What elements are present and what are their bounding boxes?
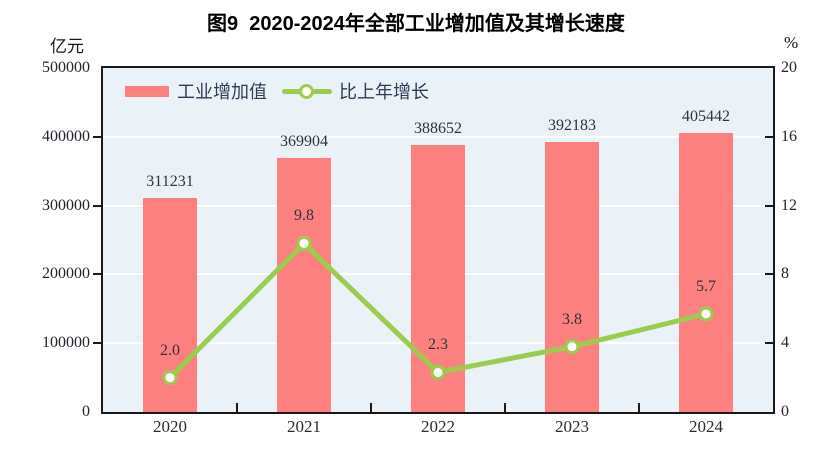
x-axis-category-label: 2023 [555, 417, 589, 436]
bar-2022 [411, 144, 465, 412]
legend: 工业增加值 比上年增长 [125, 78, 429, 104]
plot-area: 工业增加值 比上年增长 311231 369904 388652 392183 4054… [93, 66, 775, 414]
right-axis-tick-label: 16 [781, 127, 797, 145]
left-axis-tick [93, 135, 101, 138]
growth-point-label: 5.7 [696, 277, 716, 295]
x-axis-category-label: 2020 [153, 417, 187, 436]
chart-title: 图9 2020-2024年全部工业增加值及其增长速度 [207, 13, 625, 35]
right-axis-tick [765, 204, 773, 207]
right-axis-tick [765, 135, 773, 138]
right-axis-tick-label: 8 [781, 265, 789, 283]
bar-2021 [277, 157, 331, 412]
left-axis-tick [93, 273, 101, 276]
bar-legend-swatch [125, 85, 169, 97]
bar-2023 [545, 142, 599, 412]
right-axis-tick-label: 12 [781, 196, 797, 214]
growth-point-label: 2.3 [428, 336, 448, 354]
x-axis-tick [236, 403, 238, 412]
growth-point-label: 9.8 [294, 207, 314, 225]
bar-value-label: 405442 [682, 108, 730, 126]
bar-2024 [679, 133, 733, 412]
bar-value-label: 388652 [414, 119, 462, 137]
bar-value-label: 311231 [146, 172, 194, 190]
bar-legend-label: 工业增加值 [177, 82, 267, 102]
x-axis-tick [504, 403, 506, 412]
growth-point-label: 3.8 [562, 310, 582, 328]
right-axis-tick-label: 4 [781, 334, 789, 352]
growth-point-label: 2.0 [160, 341, 180, 359]
left-axis-tick-label: 0 [82, 403, 90, 420]
line-legend-swatch [282, 83, 332, 99]
right-axis-tick [765, 342, 773, 345]
x-axis-tick [370, 403, 372, 412]
x-axis-category-label: 2022 [421, 417, 455, 436]
bar-value-label: 369904 [280, 132, 328, 150]
left-axis-tick-label: 500000 [42, 59, 90, 76]
left-axis-tick-label: 400000 [42, 127, 90, 145]
bar-2020 [143, 197, 197, 412]
left-axis-tick [93, 204, 101, 207]
gridline [103, 135, 773, 138]
left-axis-tick-label: 100000 [42, 334, 90, 352]
x-axis-tick [638, 403, 640, 412]
left-axis-tick [93, 342, 101, 345]
line-legend-label: 比上年增长 [339, 82, 429, 102]
bar-value-label: 392183 [548, 117, 596, 135]
left-axis-tick-label: 200000 [42, 265, 90, 283]
right-axis-tick-label: 0 [781, 403, 789, 420]
left-axis-tick-label: 300000 [42, 196, 90, 214]
line-legend-marker-icon [299, 84, 314, 99]
left-axis-unit-label: 亿元 [50, 37, 84, 56]
right-axis-tick [765, 273, 773, 276]
right-axis-unit-label: % [784, 33, 799, 52]
right-axis-tick-label: 20 [781, 59, 797, 76]
x-axis-category-label: 2021 [287, 417, 321, 436]
x-axis-category-label: 2024 [689, 417, 723, 436]
